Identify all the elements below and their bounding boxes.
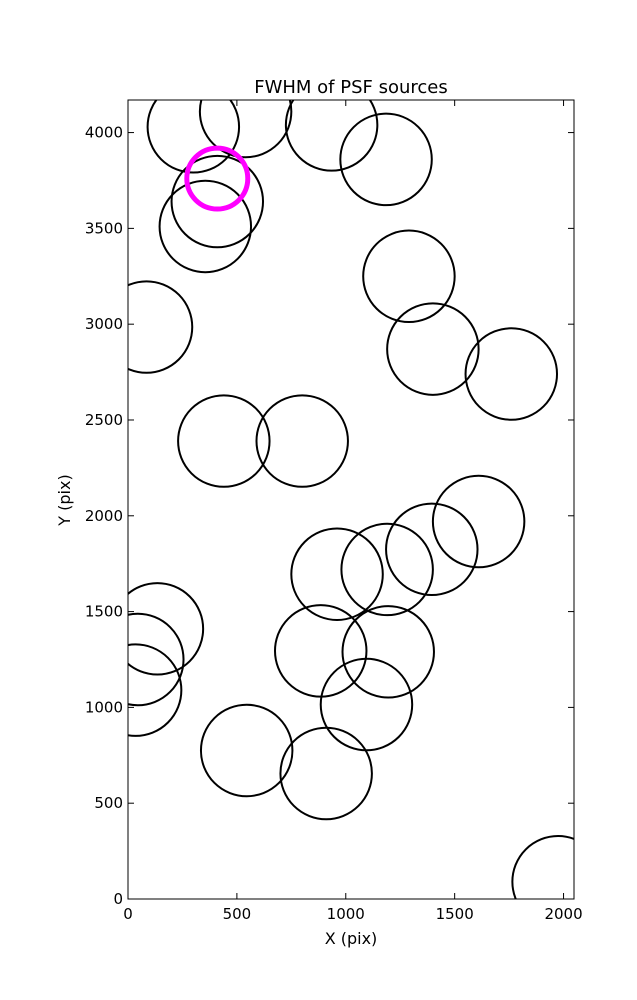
y-tick-label: 2000 (85, 507, 123, 525)
y-tick-label: 4000 (85, 124, 123, 142)
psf-source-circle (128, 280, 194, 374)
y-tick-label: 500 (94, 794, 123, 812)
psf-source-circle (170, 154, 265, 249)
psf-source-circle (339, 112, 433, 207)
psf-source-circle (284, 100, 379, 172)
y-tick-label: 3500 (85, 219, 123, 237)
y-tick-label: 0 (113, 890, 123, 908)
axes-frame (127, 99, 575, 900)
x-tick-label: 2000 (544, 905, 582, 923)
chart-title: FWHM of PSF sources (254, 77, 448, 98)
psf-source-circle (340, 522, 434, 617)
x-tick-label: 1500 (436, 905, 474, 923)
y-tick-label: 1500 (85, 603, 123, 621)
psf-source-circle (279, 726, 373, 821)
x-tick-label: 1000 (327, 905, 365, 923)
psf-source-circle (128, 582, 205, 676)
psf-source-circle (386, 302, 480, 396)
psf-source-circle (128, 612, 185, 707)
psf-source-circle (158, 179, 253, 274)
psf-source-circle (341, 605, 435, 699)
psf-source-circle (290, 527, 384, 621)
x-tick-label: 500 (223, 905, 252, 923)
x-axis-label: X (pix) (325, 929, 378, 948)
psf-source-circle (362, 229, 456, 324)
psf-source-circle (128, 643, 183, 737)
ticks: 0 500 1000 1500 2000 0 500 1000 1500 2000 2500 3000… (85, 100, 583, 923)
psf-source-circle (431, 474, 526, 569)
psf-source-circle (464, 327, 559, 421)
highlighted-source-circle (184, 145, 251, 212)
psf-source-circle (199, 703, 294, 798)
y-tick-label: 3000 (85, 315, 123, 333)
psf-source-circle (255, 394, 349, 488)
y-axis-label: Y (pix) (55, 474, 74, 526)
markers (128, 100, 574, 899)
y-tick-label: 2500 (85, 411, 123, 429)
plot-background (128, 100, 574, 899)
y-tick-label: 1000 (85, 698, 123, 716)
psf-source-circle (511, 835, 574, 899)
x-tick-label: 0 (123, 905, 133, 923)
psf-source-circle (146, 100, 241, 174)
psf-source-circle (385, 502, 479, 597)
psf-source-circle (198, 100, 293, 159)
psf-source-circle (177, 394, 271, 488)
